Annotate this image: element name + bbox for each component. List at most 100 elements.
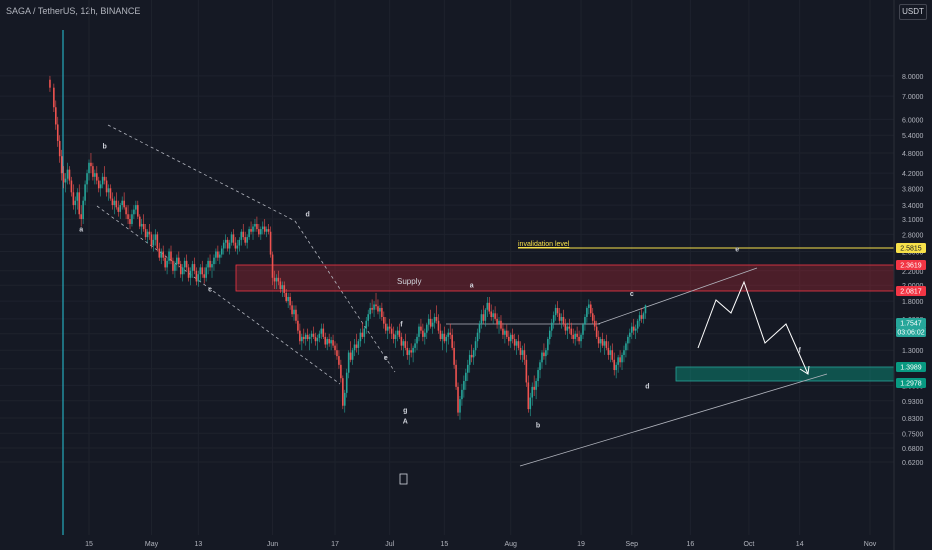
- candle-body: [560, 316, 563, 321]
- candle-body: [99, 184, 102, 189]
- price-label-bg-supply-top: [896, 260, 926, 270]
- time-tick-label: 14: [796, 541, 804, 548]
- invalidation-label: invalidation level: [518, 241, 570, 248]
- candle-body: [107, 188, 110, 193]
- candle-body: [470, 354, 473, 358]
- price-label-bg-demand-top: [896, 362, 926, 372]
- candle-body: [156, 234, 159, 249]
- candle-body: [523, 350, 526, 360]
- candle-body: [170, 251, 172, 261]
- candle-body: [283, 285, 286, 293]
- candle-body: [181, 267, 184, 275]
- candle-body: [615, 364, 617, 371]
- candle-body: [492, 313, 494, 317]
- candle-body: [238, 239, 241, 246]
- candle-body: [74, 200, 77, 206]
- candle-body: [529, 397, 532, 410]
- candle-body: [123, 200, 125, 208]
- candle-body: [424, 332, 426, 337]
- channel-break-line: [294, 220, 396, 373]
- channel-upper-line: [107, 124, 296, 222]
- wave-label: e: [384, 355, 388, 362]
- candle-body: [312, 333, 315, 337]
- candle-body: [162, 251, 164, 258]
- candle-body: [269, 231, 272, 255]
- candle-body: [478, 323, 481, 333]
- candle-body: [84, 184, 86, 201]
- candle-body: [402, 341, 405, 346]
- wave-label: a: [79, 227, 83, 234]
- candle-body: [613, 359, 616, 371]
- currency-button[interactable]: USDT: [899, 4, 927, 20]
- candle-body: [576, 333, 578, 337]
- candle-body: [70, 180, 73, 193]
- time-tick-label: 15: [440, 541, 448, 548]
- candle-body: [342, 378, 344, 406]
- candle-body: [500, 320, 502, 329]
- candle-body: [322, 328, 325, 337]
- projection-arrow-head: [799, 365, 810, 375]
- candle-body: [572, 334, 575, 340]
- candle-body: [240, 231, 243, 240]
- candle-body: [244, 237, 246, 243]
- candle-body: [256, 223, 258, 230]
- candle-body: [176, 257, 178, 265]
- price-tick-label: 3.1000: [902, 217, 924, 224]
- candle-body: [353, 344, 356, 351]
- candle-body: [574, 333, 576, 340]
- candle-body: [584, 316, 586, 325]
- candle-body: [105, 180, 108, 193]
- candle-body: [293, 309, 295, 315]
- candle-body: [133, 209, 135, 215]
- candle-body: [449, 332, 452, 335]
- candle-body: [482, 314, 485, 321]
- price-tick-label: 6.0000: [902, 117, 924, 124]
- candle-body: [248, 229, 250, 238]
- candle-body: [406, 347, 409, 355]
- candle-body: [226, 239, 229, 249]
- price-label-invalidation: 2.5815: [900, 246, 922, 253]
- candle-body: [142, 223, 145, 230]
- candle-body: [619, 357, 621, 363]
- price-axis: 8.0000 7.0000 6.0000 5.4000 4.8000 4.2000 3.80…: [893, 0, 924, 550]
- candle-body: [465, 372, 467, 382]
- candle-body: [220, 248, 223, 255]
- candle-body: [433, 316, 436, 323]
- candle-body: [597, 336, 600, 344]
- candle-body: [463, 381, 465, 390]
- candle-body: [302, 336, 305, 340]
- candle-body: [334, 345, 336, 351]
- candle-body: [599, 339, 602, 344]
- candle-body: [127, 214, 129, 220]
- candle-body: [390, 328, 393, 334]
- candle-body: [76, 192, 79, 201]
- candle-body: [254, 223, 256, 227]
- candle-body: [474, 341, 477, 351]
- price-label-demand-top: 1.3989: [900, 365, 922, 372]
- candle-body: [66, 169, 69, 179]
- candle-body: [429, 318, 432, 327]
- candle-body: [591, 313, 594, 321]
- candle-body: [135, 205, 137, 210]
- channel-lower-line: [96, 205, 341, 385]
- candle-body: [115, 200, 118, 208]
- price-tick-label: 5.4000: [902, 133, 924, 140]
- candle-body: [314, 336, 317, 342]
- candle-body: [285, 292, 287, 302]
- candle-body: [533, 386, 535, 390]
- price-tick-label: 2.5000: [902, 250, 924, 257]
- price-tick-label: 0.9300: [902, 399, 924, 406]
- candle-body: [103, 176, 106, 181]
- candle-body: [400, 336, 403, 346]
- candle-body: [295, 309, 297, 321]
- candle-body: [236, 245, 239, 249]
- time-tick-label: Sep: [626, 541, 639, 548]
- price-tick-label: 1.3000: [902, 348, 924, 355]
- candle-body: [193, 264, 196, 271]
- candle-body: [422, 330, 424, 337]
- candle-body: [185, 260, 188, 268]
- candle-body: [261, 226, 264, 230]
- candle-body: [601, 339, 604, 346]
- price-label-bg-countdown: [896, 327, 926, 337]
